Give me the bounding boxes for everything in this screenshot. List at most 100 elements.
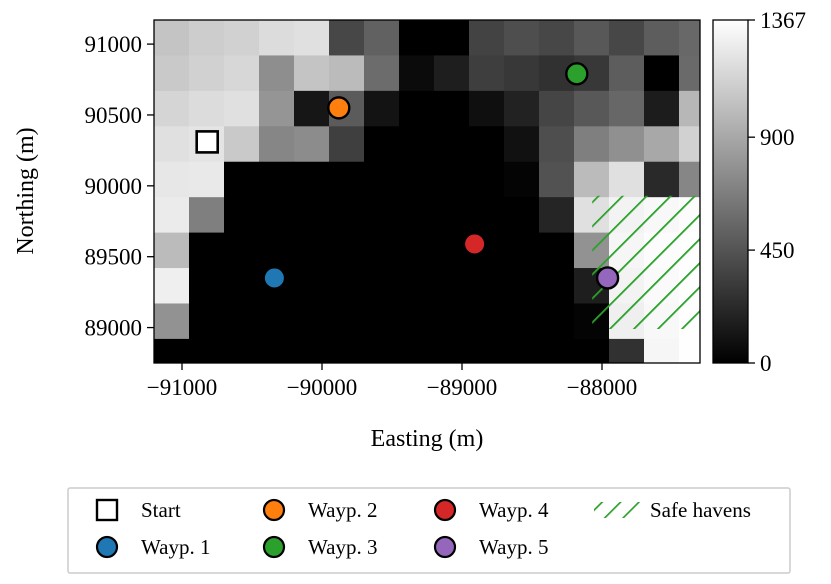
heatmap-cell [504,20,540,57]
heatmap-cell [679,55,700,92]
heatmap-cell [364,20,400,57]
heatmap-cell [154,55,190,92]
heatmap-cell [329,303,365,340]
x-tick-label: −90000 [287,375,357,400]
heatmap-cell [224,90,260,127]
heatmap-cell [679,126,700,163]
heatmap-cell [434,338,470,363]
heatmap-cell [539,303,575,340]
heatmap-cell [294,232,330,269]
legend-safe-havens-label: Safe havens [650,498,751,522]
heatmap-cell [504,268,540,305]
heatmap-cell [469,126,505,163]
heatmap-cell [329,126,365,163]
heatmap-cell [644,161,680,198]
plot-frame [153,19,701,364]
heatmap-cell [574,20,610,57]
colorbar-tick-label: 900 [760,125,795,150]
heatmap-cell [469,338,505,363]
heatmap-cell [644,338,680,363]
heatmap-cell [504,197,540,234]
heatmap-cell [504,90,540,127]
heatmap-cell [364,232,400,269]
x-axis: −91000 −90000 −89000 −88000 [147,363,637,400]
heatmap-cell [154,268,190,305]
heatmap-cell [434,20,470,57]
heatmap-cell [399,20,435,57]
heatmap-cell [189,303,225,340]
legend-wayp-5-swatch [433,535,457,559]
heatmap-cell [364,303,400,340]
heatmap-cell [609,90,645,127]
heatmap-cell [539,268,575,305]
heatmap-cell [329,55,365,92]
heatmap-cell [294,90,330,127]
heatmap-cell [154,90,190,127]
heatmap-cell [504,338,540,363]
heatmap-cell [434,232,470,269]
heatmap-cell [189,338,225,363]
heatmap-cell [154,126,190,163]
heatmap-cell [539,20,575,57]
heatmap-cell [574,161,610,198]
heatmap-cell [154,161,190,198]
heatmap-cell [609,161,645,198]
heatmap-cell [399,338,435,363]
heatmap-cell [504,55,540,92]
heatmap-cell [469,197,505,234]
heatmap-cell [259,303,295,340]
heatmap-cell [539,126,575,163]
heatmap-cell [469,303,505,340]
heatmap-cell [294,20,330,57]
heatmap-cell [679,338,700,363]
colorbar-tick-label: 1367 [760,8,806,33]
heatmap-cell [364,126,400,163]
y-axis-label: Northing (m) [13,127,39,254]
legend-start-swatch [95,498,119,522]
heatmap-cell [189,161,225,198]
heatmap-cell [574,126,610,163]
heatmap-cell [644,90,680,127]
heatmap-cell [469,268,505,305]
heatmap-cell [434,126,470,163]
heatmap-cell [539,338,575,363]
heatmap-cell [609,20,645,57]
legend-wayp-1-label: Wayp. 1 [141,535,210,559]
heatmap-cell [539,161,575,198]
legend-wayp-2-swatch [262,498,286,522]
heatmap-cell [434,55,470,92]
colorbar-tick-label: 450 [760,238,795,263]
heatmap-cell [224,55,260,92]
legend-wayp-4-swatch [433,498,457,522]
legend-safe-havens-swatch [594,502,640,518]
heatmap-cell [259,161,295,198]
colorbar: 0 450 900 1367 [712,8,806,376]
heatmap-cell [399,90,435,127]
heatmap-cell [189,90,225,127]
legend-wayp-4-label: Wayp. 4 [479,498,549,522]
heatmap-cell [259,126,295,163]
legend-wayp-2-label: Wayp. 2 [308,498,377,522]
heatmap-cell [154,197,190,234]
heatmap-cell [259,338,295,363]
heatmap-cell [364,197,400,234]
heatmap-cell [399,55,435,92]
heatmap-cell [399,161,435,198]
legend-wayp-3-label: Wayp. 3 [308,535,377,559]
heatmap-cell [224,161,260,198]
start-marker [195,130,219,154]
heatmap-cell [644,55,680,92]
x-axis-label: Easting (m) [371,426,484,452]
y-axis: 89000 89500 90000 90500 91000 [85,32,154,341]
colorbar-ticks: 0 450 900 1367 [748,8,806,376]
heatmap-cell [399,197,435,234]
heatmap-cell [469,90,505,127]
heatmap-cell [259,232,295,269]
heatmap-cell [329,268,365,305]
colorbar-gradient [712,19,749,364]
legend: Start Wayp. 1 Wayp. 2 Wayp. 3 Wayp. 4 Wayp. 5… [67,487,791,574]
heatmap-cell [469,55,505,92]
heatmap-cell [434,197,470,234]
heatmap-cell [294,338,330,363]
heatmap-cell [644,126,680,163]
